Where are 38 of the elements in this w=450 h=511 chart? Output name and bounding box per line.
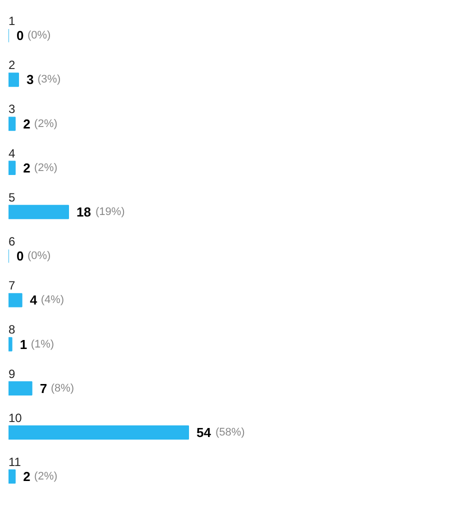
y-tick-label: 3 [8,102,16,116]
bar [8,204,69,220]
data-label: 0 [16,248,24,264]
annotation: (2%) [34,118,58,130]
bar [8,293,22,308]
y-tick-label: 4 [8,146,16,160]
annotation: (1%) [30,338,54,350]
y-tick-label: 6 [8,234,16,249]
annotation: (3%) [38,74,61,86]
bar [8,160,16,176]
bar [8,381,32,396]
data-label: 18 [76,204,91,220]
y-tick-label: 10 [8,410,22,425]
data-label: 7 [40,380,48,396]
data-label: 3 [26,72,34,88]
annotation: (19%) [96,206,125,218]
bar [8,72,19,87]
y-tick-label: 9 [8,366,16,381]
annotation: (4%) [40,294,64,306]
annotation: (2%) [34,470,58,483]
annotation: (2%) [34,162,58,174]
annotation: (8%) [50,382,74,394]
annotation: (0%) [28,30,51,42]
y-tick-label: 2 [8,58,16,72]
y-tick-label: 5 [8,190,16,204]
data-label: 4 [30,292,38,308]
bar [8,116,16,131]
bar [8,425,189,440]
y-tick-label: 8 [8,322,16,337]
y-tick-label: 7 [8,278,16,293]
bar [8,469,16,484]
y-tick-label: 11 [8,454,22,469]
annotation: (58%) [216,426,245,438]
annotation: (0%) [28,250,51,262]
data-label: 0 [16,28,24,44]
bar [8,337,12,352]
y-tick-label: 1 [8,14,16,28]
data-label: 54 [196,424,212,440]
